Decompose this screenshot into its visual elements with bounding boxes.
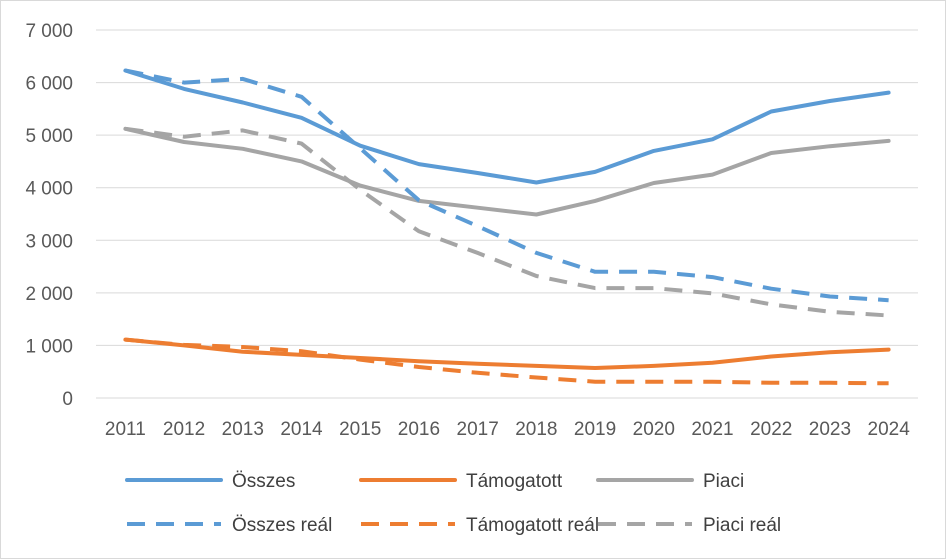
x-tick-label: 2018 xyxy=(515,419,557,440)
series-line-1 xyxy=(123,337,891,370)
x-tick-label: 2022 xyxy=(750,419,792,440)
x-tick-label: 2016 xyxy=(398,419,440,440)
series-line-3 xyxy=(124,68,889,303)
y-tick-label: 0 xyxy=(62,389,73,410)
y-axis-ticks: 0 1 000 2 000 3 000 4 000 5 000 6 000 7 000 xyxy=(25,21,73,410)
legend-label: Összes reál xyxy=(232,515,332,536)
x-tick-label: 2023 xyxy=(809,419,851,440)
y-tick-label: 6 000 xyxy=(25,74,73,95)
legend-label: Piaci xyxy=(703,471,744,492)
legend-label: Támogatott reál xyxy=(466,515,599,536)
gridlines xyxy=(96,29,918,399)
x-tick-label: 2012 xyxy=(163,419,205,440)
series-line-2 xyxy=(123,126,891,217)
legend-label: Összes xyxy=(232,471,295,492)
x-tick-label: 2019 xyxy=(574,419,616,440)
x-tick-label: 2017 xyxy=(457,419,499,440)
x-axis-ticks: 2011 2012 2013 2014 2015 2016 2017 2018 2019 2020… xyxy=(105,419,910,440)
y-tick-label: 1 000 xyxy=(25,336,73,357)
series-line-0 xyxy=(123,68,891,185)
legend: Összes Támogatott Piaci Összes reál Támogato… xyxy=(125,471,781,536)
x-tick-label: 2015 xyxy=(339,419,381,440)
x-tick-label: 2021 xyxy=(691,419,733,440)
y-tick-label: 5 000 xyxy=(25,126,73,147)
y-tick-label: 3 000 xyxy=(25,231,73,252)
y-tick-label: 7 000 xyxy=(25,21,73,42)
x-tick-label: 2020 xyxy=(633,419,675,440)
legend-label: Piaci reál xyxy=(703,515,781,536)
series-line-5 xyxy=(125,126,889,318)
series-line-4 xyxy=(125,337,889,386)
x-tick-label: 2013 xyxy=(222,419,264,440)
series-lines xyxy=(123,68,891,386)
x-tick-label: 2014 xyxy=(280,419,323,440)
y-tick-label: 4 000 xyxy=(25,179,73,200)
legend-label: Támogatott xyxy=(466,471,563,492)
y-tick-label: 2 000 xyxy=(25,284,73,305)
x-tick-label: 2024 xyxy=(868,419,911,440)
x-tick-label: 2011 xyxy=(105,419,146,440)
